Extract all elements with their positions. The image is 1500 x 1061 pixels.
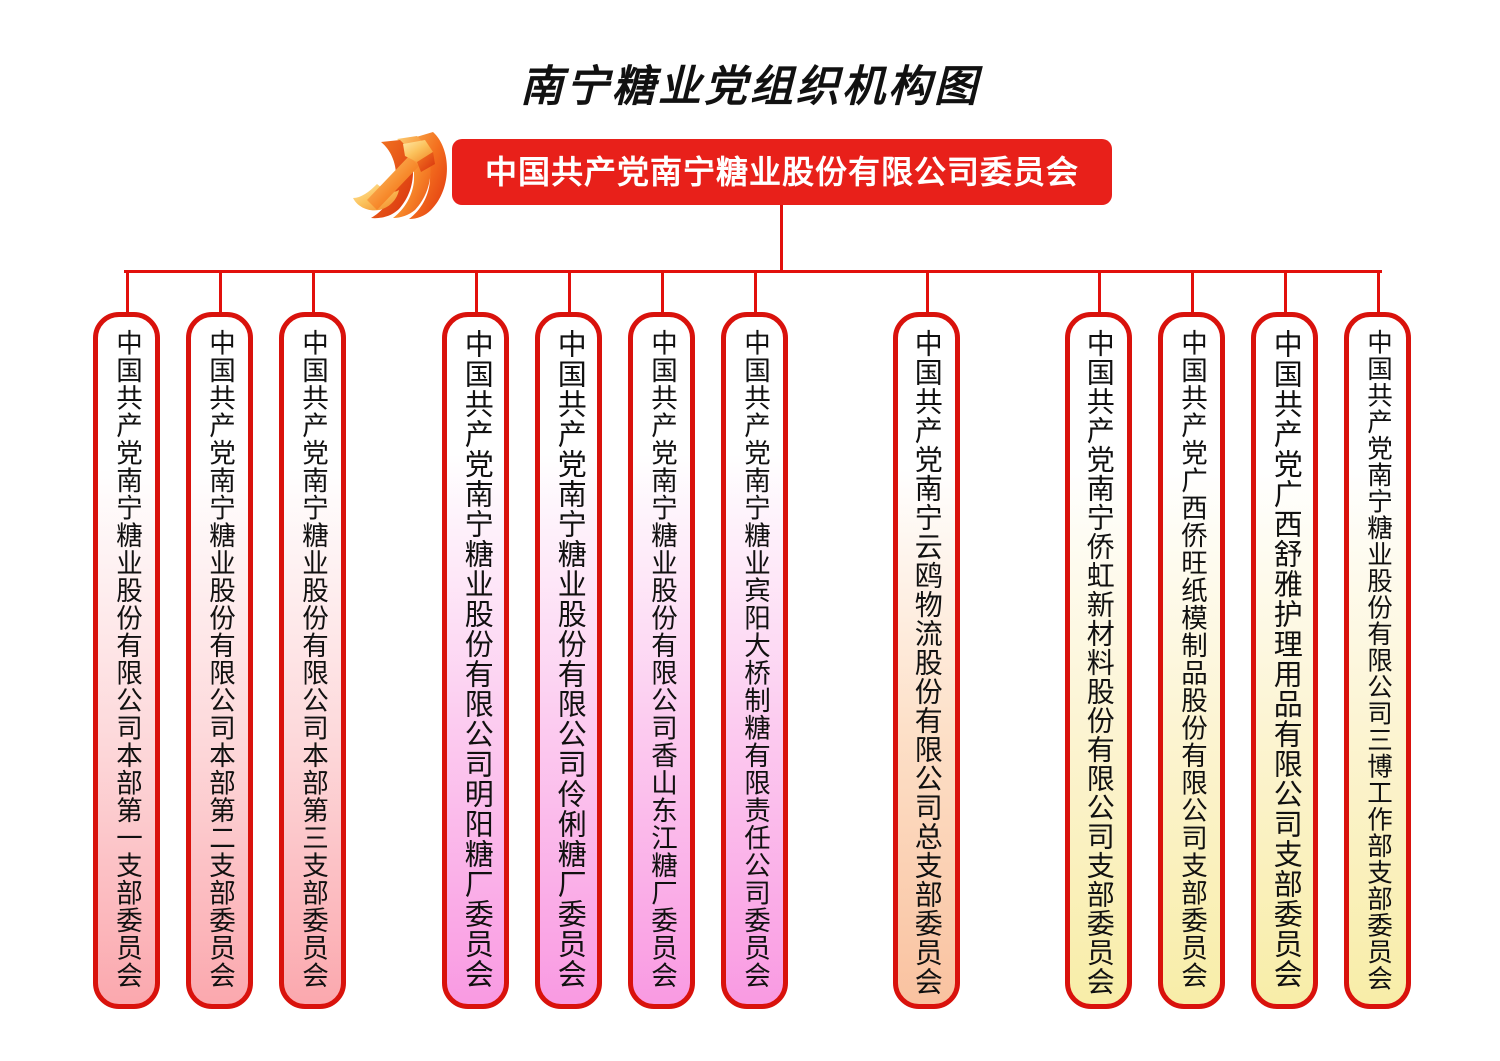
- root-node-label: 中国共产党南宁糖业股份有限公司委员会: [484, 154, 1079, 190]
- connector-drop-10: [1191, 272, 1194, 314]
- org-node-11[interactable]: 中国共产党广西舒雅护理用品有限公司支部委员会: [1251, 312, 1318, 1009]
- org-node-label: 中国共产党南宁侨虹新材料股份有限公司支部委员会: [1083, 329, 1115, 996]
- org-node-label: 中国共产党南宁云鸥物流股份有限公司总支部委员会: [911, 329, 943, 996]
- page-title: 南宁糖业党组织机构图: [520, 62, 980, 112]
- org-node-7[interactable]: 中国共产党南宁糖业宾阳大桥制糖有限责任公司委员会: [721, 312, 788, 1009]
- org-node-12[interactable]: 中国共产党南宁糖业股份有限公司三博工作部支部委员会: [1344, 312, 1411, 1009]
- connector-drop-8: [926, 272, 929, 314]
- org-node-label: 中国共产党南宁糖业股份有限公司本部第二支部委员会: [205, 329, 235, 989]
- org-node-label: 中国共产党南宁糖业股份有限公司本部第一支部委员会: [112, 329, 142, 989]
- org-node-label: 中国共产党南宁糖业宾阳大桥制糖有限责任公司委员会: [740, 329, 770, 989]
- connector-drop-7: [754, 272, 757, 314]
- org-node-label: 中国共产党南宁糖业股份有限公司伶俐糖厂委员会: [553, 329, 586, 989]
- connector-horizontal-bus: [124, 270, 1382, 273]
- org-node-4[interactable]: 中国共产党南宁糖业股份有限公司明阳糖厂委员会: [442, 312, 509, 1009]
- connector-drop-4: [475, 272, 478, 314]
- root-node-banner[interactable]: 中国共产党南宁糖业股份有限公司委员会: [452, 139, 1112, 205]
- org-node-label: 中国共产党广西侨旺纸模制品股份有限公司支部委员会: [1177, 329, 1207, 989]
- org-node-8[interactable]: 中国共产党南宁云鸥物流股份有限公司总支部委员会: [893, 312, 960, 1009]
- connector-root-stem: [780, 205, 783, 272]
- connector-drop-5: [568, 272, 571, 314]
- connector-drop-6: [661, 272, 664, 314]
- org-node-label: 中国共产党南宁糖业股份有限公司三博工作部支部委员会: [1363, 329, 1392, 992]
- org-node-label: 中国共产党广西舒雅护理用品有限公司支部委员会: [1269, 329, 1302, 989]
- org-node-9[interactable]: 中国共产党南宁侨虹新材料股份有限公司支部委员会: [1065, 312, 1132, 1009]
- connector-drop-3: [312, 272, 315, 314]
- org-node-label: 中国共产党南宁糖业股份有限公司本部第三支部委员会: [298, 329, 328, 989]
- org-node-10[interactable]: 中国共产党广西侨旺纸模制品股份有限公司支部委员会: [1158, 312, 1225, 1009]
- connector-drop-2: [219, 272, 222, 314]
- connector-drop-9: [1098, 272, 1101, 314]
- org-node-3[interactable]: 中国共产党南宁糖业股份有限公司本部第三支部委员会: [279, 312, 346, 1009]
- org-node-6[interactable]: 中国共产党南宁糖业股份有限公司香山东江糖厂委员会: [628, 312, 695, 1009]
- party-emblem-hammer-sickle-icon: [347, 126, 459, 222]
- org-node-1[interactable]: 中国共产党南宁糖业股份有限公司本部第一支部委员会: [93, 312, 160, 1009]
- connector-drop-1: [126, 272, 129, 314]
- connector-drop-11: [1284, 272, 1287, 314]
- org-node-2[interactable]: 中国共产党南宁糖业股份有限公司本部第二支部委员会: [186, 312, 253, 1009]
- org-node-label: 中国共产党南宁糖业股份有限公司香山东江糖厂委员会: [647, 329, 677, 989]
- org-node-label: 中国共产党南宁糖业股份有限公司明阳糖厂委员会: [460, 329, 493, 989]
- connector-drop-12: [1377, 272, 1380, 314]
- org-node-5[interactable]: 中国共产党南宁糖业股份有限公司伶俐糖厂委员会: [535, 312, 602, 1009]
